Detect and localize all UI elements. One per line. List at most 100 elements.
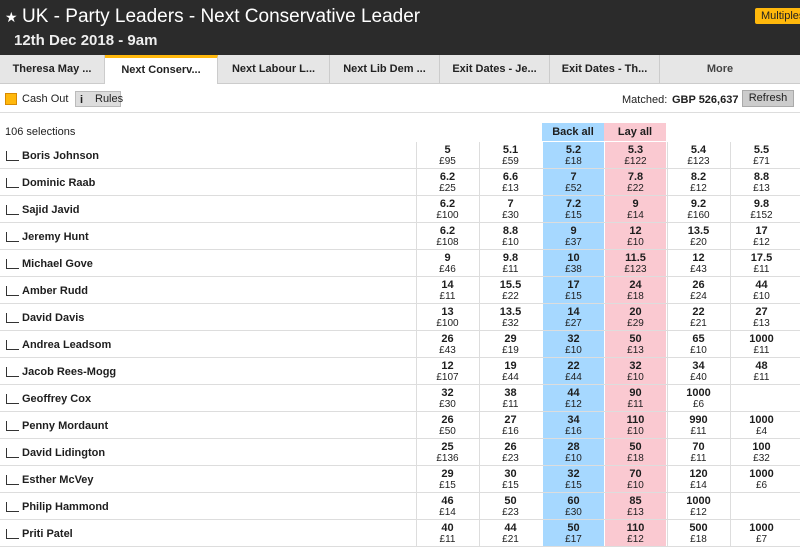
- back-price-cell[interactable]: 8.8 £10: [479, 223, 541, 249]
- back-price-cell[interactable]: 29 £15: [416, 466, 478, 492]
- multiples-button[interactable]: Multiples: [755, 8, 800, 24]
- lay-price-cell[interactable]: [730, 493, 792, 519]
- back-price-cell[interactable]: 50 £23: [479, 493, 541, 519]
- back-price-cell[interactable]: 50 £17: [542, 520, 604, 546]
- lay-price-cell[interactable]: [730, 385, 792, 411]
- chart-icon[interactable]: [6, 529, 19, 539]
- lay-price-cell[interactable]: 13.5 £20: [667, 223, 729, 249]
- chart-icon[interactable]: [6, 421, 19, 431]
- lay-price-cell[interactable]: 65 £10: [667, 331, 729, 357]
- chart-icon[interactable]: [6, 178, 19, 188]
- back-price-cell[interactable]: 19 £44: [479, 358, 541, 384]
- back-price-cell[interactable]: 6.2 £100: [416, 196, 478, 222]
- back-price-cell[interactable]: 25 £136: [416, 439, 478, 465]
- lay-price-cell[interactable]: 7.8 £22: [604, 169, 666, 195]
- lay-price-cell[interactable]: 1000 £6: [667, 385, 729, 411]
- lay-price-cell[interactable]: 8.2 £12: [667, 169, 729, 195]
- chart-icon[interactable]: [6, 151, 19, 161]
- lay-price-cell[interactable]: 85 £13: [604, 493, 666, 519]
- lay-price-cell[interactable]: 110 £12: [604, 520, 666, 546]
- back-price-cell[interactable]: 7 £30: [479, 196, 541, 222]
- lay-price-cell[interactable]: 990 £11: [667, 412, 729, 438]
- back-price-cell[interactable]: 12 £107: [416, 358, 478, 384]
- back-price-cell[interactable]: 34 £16: [542, 412, 604, 438]
- back-price-cell[interactable]: 9 £37: [542, 223, 604, 249]
- tab[interactable]: Theresa May ...: [0, 55, 105, 83]
- lay-price-cell[interactable]: 100 £32: [730, 439, 792, 465]
- lay-price-cell[interactable]: 8.8 £13: [730, 169, 792, 195]
- back-price-cell[interactable]: 14 £27: [542, 304, 604, 330]
- chart-icon[interactable]: [6, 313, 19, 323]
- lay-price-cell[interactable]: 27 £13: [730, 304, 792, 330]
- back-price-cell[interactable]: 13.5 £32: [479, 304, 541, 330]
- back-price-cell[interactable]: 5 £95: [416, 142, 478, 168]
- back-all-button[interactable]: Back all: [542, 123, 604, 141]
- tab[interactable]: Exit Dates - Je...: [440, 55, 550, 83]
- chart-icon[interactable]: [6, 286, 19, 296]
- tab[interactable]: Next Lib Dem ...: [330, 55, 440, 83]
- back-price-cell[interactable]: 27 £16: [479, 412, 541, 438]
- lay-price-cell[interactable]: 9.8 £152: [730, 196, 792, 222]
- back-price-cell[interactable]: 44 £21: [479, 520, 541, 546]
- tab[interactable]: More: [706, 63, 734, 75]
- back-price-cell[interactable]: 44 £12: [542, 385, 604, 411]
- chart-icon[interactable]: [6, 475, 19, 485]
- lay-price-cell[interactable]: 17 £12: [730, 223, 792, 249]
- back-price-cell[interactable]: 38 £11: [479, 385, 541, 411]
- chart-icon[interactable]: [6, 502, 19, 512]
- chart-icon[interactable]: [6, 394, 19, 404]
- back-price-cell[interactable]: 9.8 £11: [479, 250, 541, 276]
- back-price-cell[interactable]: 60 £30: [542, 493, 604, 519]
- back-price-cell[interactable]: 5.2 £18: [542, 142, 604, 168]
- back-price-cell[interactable]: 17 £15: [542, 277, 604, 303]
- back-price-cell[interactable]: 29 £19: [479, 331, 541, 357]
- back-price-cell[interactable]: 22 £44: [542, 358, 604, 384]
- back-price-cell[interactable]: 32 £30: [416, 385, 478, 411]
- rules-button[interactable]: i Rules: [75, 91, 123, 107]
- lay-price-cell[interactable]: 48 £11: [730, 358, 792, 384]
- lay-price-cell[interactable]: 70 £11: [667, 439, 729, 465]
- lay-price-cell[interactable]: 50 £18: [604, 439, 666, 465]
- cash-out-icon[interactable]: [5, 93, 17, 105]
- back-price-cell[interactable]: 7 £52: [542, 169, 604, 195]
- tab[interactable]: Next Labour L...: [218, 55, 330, 83]
- lay-price-cell[interactable]: 120 £14: [667, 466, 729, 492]
- lay-price-cell[interactable]: 1000 £12: [667, 493, 729, 519]
- lay-price-cell[interactable]: 1000 £4: [730, 412, 792, 438]
- tab[interactable]: Exit Dates - Th...: [550, 55, 660, 83]
- back-price-cell[interactable]: 32 £10: [542, 331, 604, 357]
- lay-price-cell[interactable]: 24 £18: [604, 277, 666, 303]
- back-price-cell[interactable]: 6.2 £25: [416, 169, 478, 195]
- chart-icon[interactable]: [6, 367, 19, 377]
- back-price-cell[interactable]: 32 £15: [542, 466, 604, 492]
- lay-price-cell[interactable]: 500 £18: [667, 520, 729, 546]
- lay-price-cell[interactable]: 26 £24: [667, 277, 729, 303]
- chart-icon[interactable]: [6, 259, 19, 269]
- chart-icon[interactable]: [6, 448, 19, 458]
- back-price-cell[interactable]: 26 £23: [479, 439, 541, 465]
- lay-price-cell[interactable]: 12 £43: [667, 250, 729, 276]
- lay-price-cell[interactable]: 11.5 £123: [604, 250, 666, 276]
- back-price-cell[interactable]: 14 £11: [416, 277, 478, 303]
- chart-icon[interactable]: [6, 232, 19, 242]
- lay-price-cell[interactable]: 9.2 £160: [667, 196, 729, 222]
- lay-price-cell[interactable]: 110 £10: [604, 412, 666, 438]
- lay-price-cell[interactable]: 20 £29: [604, 304, 666, 330]
- refresh-button[interactable]: Refresh: [742, 90, 794, 107]
- lay-price-cell[interactable]: 5.5 £71: [730, 142, 792, 168]
- lay-all-button[interactable]: Lay all: [604, 123, 666, 141]
- chart-icon[interactable]: [6, 340, 19, 350]
- cash-out-label[interactable]: Cash Out: [22, 93, 69, 105]
- lay-price-cell[interactable]: 70 £10: [604, 466, 666, 492]
- lay-price-cell[interactable]: 17.5 £11: [730, 250, 792, 276]
- back-price-cell[interactable]: 10 £38: [542, 250, 604, 276]
- lay-price-cell[interactable]: 9 £14: [604, 196, 666, 222]
- lay-price-cell[interactable]: 34 £40: [667, 358, 729, 384]
- lay-price-cell[interactable]: 12 £10: [604, 223, 666, 249]
- lay-price-cell[interactable]: 44 £10: [730, 277, 792, 303]
- lay-price-cell[interactable]: 1000 £6: [730, 466, 792, 492]
- back-price-cell[interactable]: 5.1 £59: [479, 142, 541, 168]
- lay-price-cell[interactable]: 90 £11: [604, 385, 666, 411]
- lay-price-cell[interactable]: 32 £10: [604, 358, 666, 384]
- lay-price-cell[interactable]: 1000 £11: [730, 331, 792, 357]
